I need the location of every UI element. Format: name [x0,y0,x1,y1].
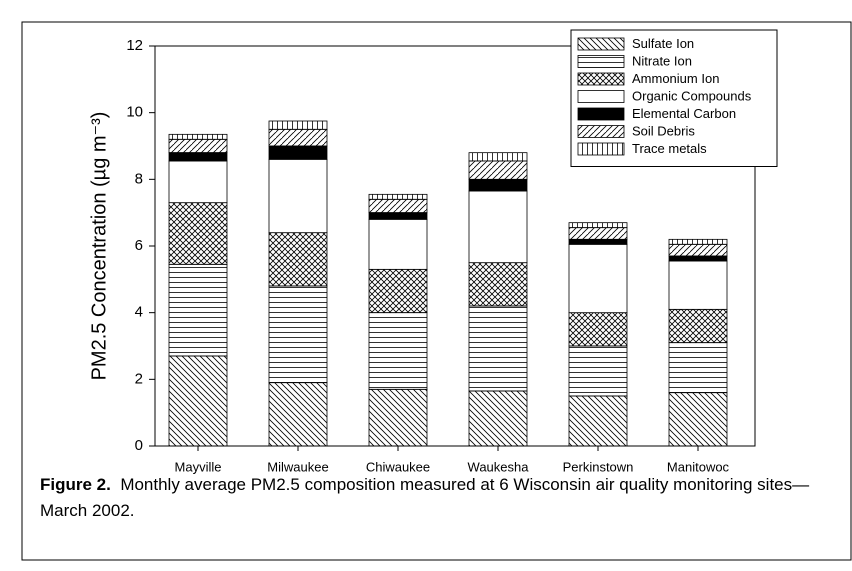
y-axis-label: PM2.5 Concentration (µg m⁻³) [88,112,110,381]
bar-segment [168,138,228,154]
legend-swatch [577,72,625,86]
x-tick-label: Manitowoc [667,459,730,474]
bar-segment [268,232,328,287]
legend-swatch [577,37,625,51]
bar-segment [568,238,628,245]
bar-segment [468,178,528,192]
bar-segment [368,193,428,200]
bar-segment [168,160,228,204]
legend-label: Trace metals [632,141,707,156]
bar-segment [368,268,428,314]
y-tick-label: 6 [135,237,143,254]
bar-segment [268,158,328,234]
legend-label: Sulfate Ion [632,36,694,51]
bar-segment [368,212,428,220]
bar-segment [268,120,328,130]
caption-label: Figure 2. [40,475,111,494]
bar-segment [668,255,728,262]
y-tick-label: 10 [126,104,143,121]
bar-segment [668,238,728,245]
bar-segment [468,190,528,264]
legend-label: Soil Debris [632,123,695,138]
bar-segment [668,308,728,344]
bar-segment [368,312,428,390]
bar-segment [468,160,528,180]
x-tick-label: Perkinstown [563,459,634,474]
bar-segment [168,202,228,265]
bar-segment [668,260,728,310]
bar-segment [668,342,728,394]
x-tick-label: Chiwaukee [366,459,430,474]
legend-swatch [577,90,625,103]
legend-label: Elemental Carbon [632,106,736,121]
bar-segment [568,312,628,347]
bar-segment [668,392,728,447]
legend-label: Nitrate Ion [632,53,692,68]
bar-segment [368,218,428,270]
bar-segment [468,262,528,307]
bar-segment [568,395,628,447]
legend-swatch [577,125,625,138]
bar-segment [268,128,328,147]
figure-border [21,21,852,561]
x-tick-label: Mayville [175,459,222,474]
bar-segment [168,133,228,140]
bar-segment [468,305,528,392]
bar-segment [368,198,428,214]
bar-segment [168,263,228,357]
y-tick-label: 4 [135,304,143,321]
bar-segment [168,152,228,162]
bar-segment [568,243,628,314]
bar-segment [468,390,528,447]
bar-segment [268,285,328,384]
caption: Figure 2. Monthly average PM2.5 composit… [40,472,830,524]
y-tick-label: 0 [135,437,143,454]
bar-segment [468,152,528,162]
legend-label: Organic Compounds [632,88,752,103]
caption-text: Monthly average PM2.5 composition measur… [40,475,810,520]
bar-segment [668,243,728,257]
bar-segment [268,382,328,447]
y-tick-label: 12 [126,37,143,54]
legend-swatch [577,55,625,68]
bar-segment [568,227,628,240]
y-tick-label: 2 [135,370,143,387]
legend-swatch [577,142,625,156]
legend-label: Ammonium Ion [632,71,719,86]
legend-swatch [577,107,625,121]
x-tick-label: Waukesha [468,459,530,474]
bar-segment [368,388,428,447]
bar-segment [568,222,628,229]
bar-segment [568,345,628,397]
bar-segment [268,145,328,160]
bar-segment [168,355,228,447]
y-tick-label: 8 [135,170,143,187]
x-tick-label: Milwaukee [267,459,328,474]
